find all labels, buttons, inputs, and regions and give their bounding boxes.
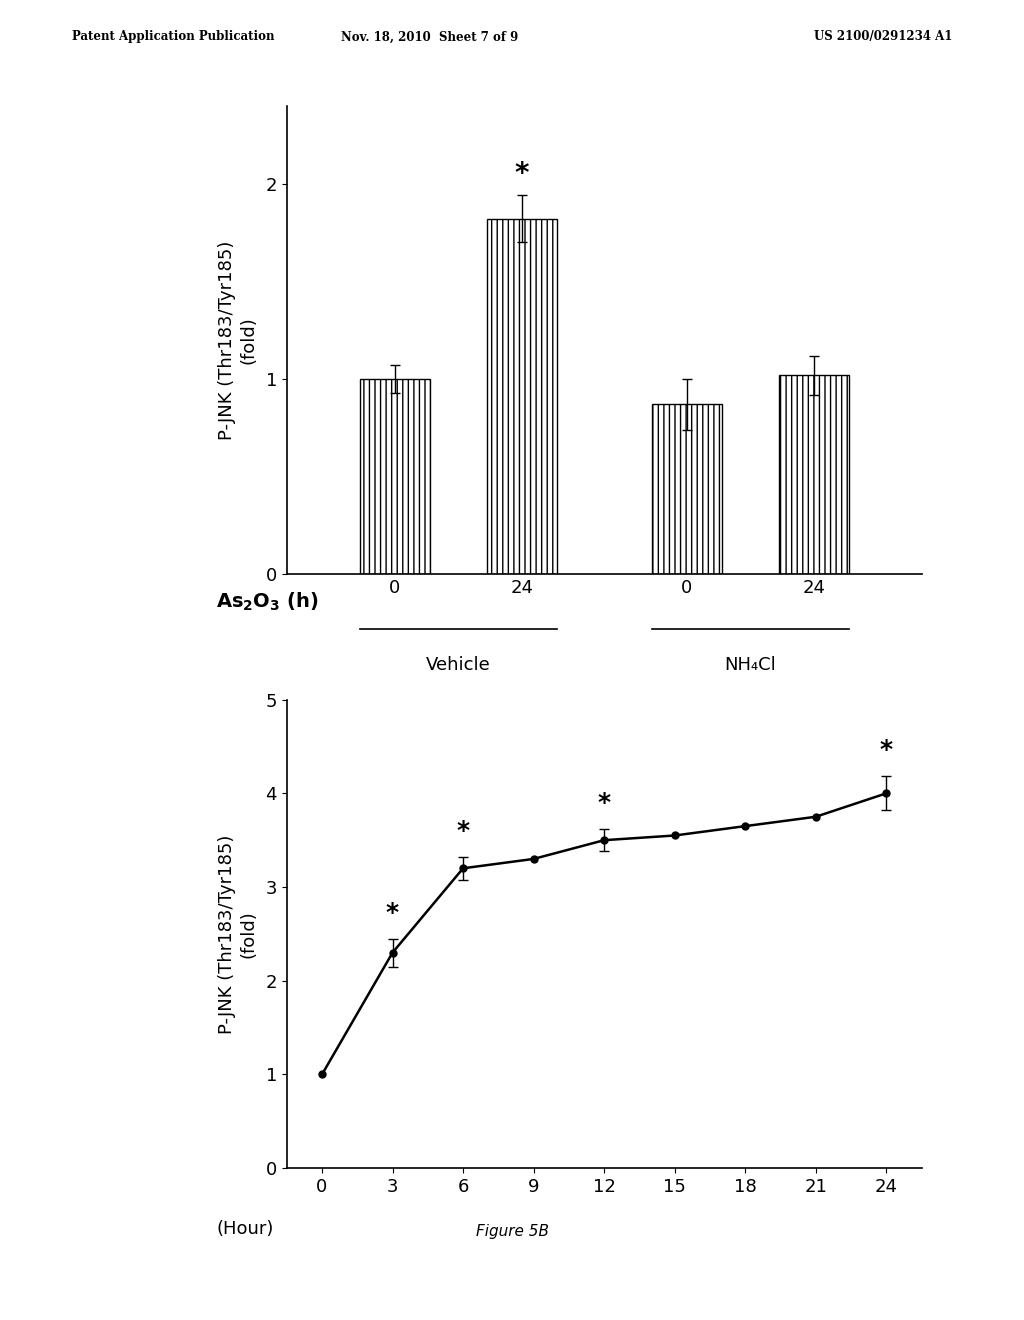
Bar bbox=[779, 375, 849, 574]
Y-axis label: P-JNK (Thr183/Tyr185)
(fold): P-JNK (Thr183/Tyr185) (fold) bbox=[218, 834, 257, 1034]
Bar bbox=[359, 379, 430, 574]
Bar bbox=[652, 404, 722, 574]
Y-axis label: P-JNK (Thr183/Tyr185)
(fold): P-JNK (Thr183/Tyr185) (fold) bbox=[218, 240, 257, 440]
Text: *: * bbox=[386, 900, 399, 924]
Text: *: * bbox=[598, 791, 610, 814]
Text: *: * bbox=[880, 738, 893, 763]
Text: Patent Application Publication: Patent Application Publication bbox=[72, 30, 274, 44]
Text: *: * bbox=[457, 818, 470, 843]
Text: Nov. 18, 2010  Sheet 7 of 9: Nov. 18, 2010 Sheet 7 of 9 bbox=[341, 30, 519, 44]
Text: (Hour): (Hour) bbox=[216, 1220, 273, 1238]
Text: Figure 5A: Figure 5A bbox=[422, 715, 495, 730]
Text: $\mathbf{As_2O_3}$ $\mathbf{(h)}$: $\mathbf{As_2O_3}$ $\mathbf{(h)}$ bbox=[216, 590, 318, 612]
Text: *: * bbox=[514, 160, 528, 187]
Text: NH₄Cl: NH₄Cl bbox=[724, 656, 776, 675]
Bar bbox=[486, 219, 557, 574]
Text: Vehicle: Vehicle bbox=[426, 656, 490, 675]
Text: Figure 5B: Figure 5B bbox=[475, 1224, 549, 1238]
Text: US 2100/0291234 A1: US 2100/0291234 A1 bbox=[814, 30, 952, 44]
